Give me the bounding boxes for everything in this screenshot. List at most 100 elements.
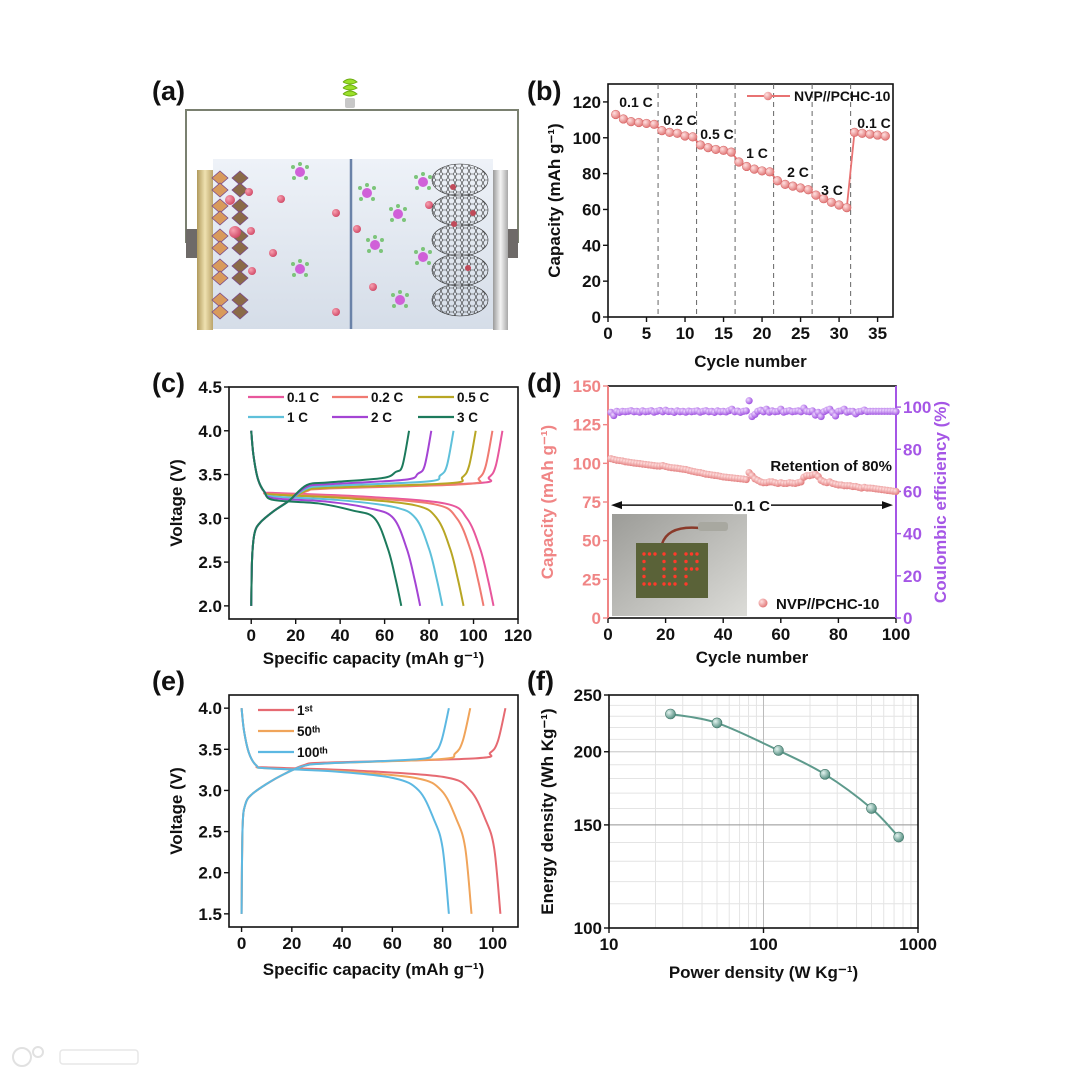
x-tick-label: 0 [603, 324, 612, 343]
hard-carbon-sheet [431, 223, 489, 257]
led-dot [642, 552, 646, 556]
y-tick-label: 3.0 [198, 781, 222, 800]
data-point [711, 144, 721, 155]
y-axis-title: Capacity (mAh g⁻¹) [538, 425, 557, 579]
x-tick-label: 100 [882, 625, 910, 644]
hard-carbon-sheet [431, 193, 489, 227]
y-axis-title: Energy density (Wh Kg⁻¹) [538, 708, 557, 914]
nvp-polyhedron [211, 270, 229, 286]
x-tick-label: 1000 [899, 935, 937, 954]
rate-label: 0.1 C [857, 115, 890, 131]
led-dot [647, 552, 652, 556]
ragone-line [670, 713, 900, 838]
data-point [780, 179, 790, 189]
pf6-anion [358, 183, 376, 201]
x-tick-label: 120 [504, 626, 532, 645]
data-point [749, 164, 759, 174]
nvp-polyhedron [211, 240, 229, 256]
arrow-head-right [882, 501, 893, 510]
rate-capability-chart: 0 5 10 15 20 25 30 35 0 20 40 60 80 100 120 Cycle numbe… [545, 83, 894, 371]
x-tick-label: 25 [791, 324, 810, 343]
led-dot [673, 574, 677, 579]
y-tick-label: 60 [582, 200, 601, 219]
y-axis-title: Voltage (V) [167, 459, 186, 547]
data-point [765, 167, 775, 177]
x-tick-label: 40 [331, 626, 350, 645]
y-tick-label: 20 [582, 272, 601, 291]
x-axis-title: Specific capacity (mAh g⁻¹) [263, 649, 485, 668]
data-point [819, 769, 831, 780]
charge-curve [250, 430, 411, 606]
legend-marker [763, 91, 773, 101]
watermark-ring [12, 1047, 32, 1067]
legend-label: 50ᵗʰ [297, 724, 320, 739]
capacity-point [892, 487, 900, 496]
x-tick-label: 0 [237, 934, 246, 953]
data-point [718, 145, 729, 155]
led-dot [673, 552, 677, 556]
led-dot [662, 567, 666, 571]
intercalated-na-ion [451, 221, 457, 227]
panel-label: (a) [152, 76, 185, 106]
y-tick-label: 150 [573, 377, 601, 396]
discharge-curve [250, 430, 403, 607]
led-dot [695, 552, 699, 556]
x-tick-label: 0 [603, 625, 612, 644]
panel-label: (e) [152, 666, 185, 696]
data-point [811, 190, 821, 200]
x-tick-label: 80 [829, 625, 848, 644]
led-dot [642, 582, 646, 586]
x-tick-label: 60 [771, 625, 790, 644]
watermark-ring [32, 1046, 44, 1058]
ce-point [745, 397, 753, 405]
pf6-anion [291, 259, 309, 277]
plot-frame [228, 386, 519, 620]
y-tick-label: 125 [573, 416, 601, 435]
legend-label: 3 C [457, 410, 478, 425]
rate-label: 3 C [821, 182, 843, 198]
rate-label-bg [733, 496, 771, 515]
data-point [641, 118, 652, 129]
na-ion [277, 195, 285, 203]
led-dot [695, 567, 699, 571]
led-wire [660, 526, 701, 545]
y-tick-label: 4.5 [198, 378, 222, 397]
legend-label: 0.2 C [371, 390, 404, 405]
cathode-tab [186, 229, 197, 258]
led-dot [662, 552, 666, 556]
data-point [734, 157, 744, 167]
y-tick-label: 2.0 [198, 597, 222, 616]
data-point [826, 197, 836, 207]
y-right-axis-title: Coulombic efficiency (%) [931, 401, 950, 603]
y-right-tick-label: 80 [903, 440, 922, 459]
y-tick-label: 75 [582, 493, 601, 512]
data-point [726, 147, 736, 157]
x-tick-label: 60 [375, 626, 394, 645]
nvp-polyhedron [211, 210, 229, 226]
x-tick-label: 80 [433, 934, 452, 953]
y-right-tick-label: 100 [903, 398, 931, 417]
watermark-bar [59, 1049, 139, 1065]
data-point [788, 181, 798, 191]
y-tick-label: 100 [573, 454, 601, 473]
pf6-anion [366, 235, 384, 253]
na-ion [332, 209, 340, 217]
x-tick-label: 100 [479, 934, 507, 953]
intercalated-na-ion [465, 265, 471, 271]
y-right-tick-label: 20 [903, 567, 922, 586]
panel-label: (b) [527, 76, 561, 106]
legend-marker [758, 598, 768, 608]
na-ion [225, 195, 235, 205]
y-tick-label: 2.5 [198, 553, 222, 572]
rate-annotation: 0.1 C [734, 498, 770, 515]
nvp-polyhedron [231, 240, 249, 256]
panel-label: (c) [152, 368, 185, 398]
led-dot [689, 552, 694, 556]
data-point [819, 194, 829, 204]
y-right-tick-label: 40 [903, 525, 922, 544]
anode-current-collector [493, 170, 508, 330]
y-tick-label: 0 [592, 308, 601, 327]
cathode-current-collector [197, 170, 213, 330]
